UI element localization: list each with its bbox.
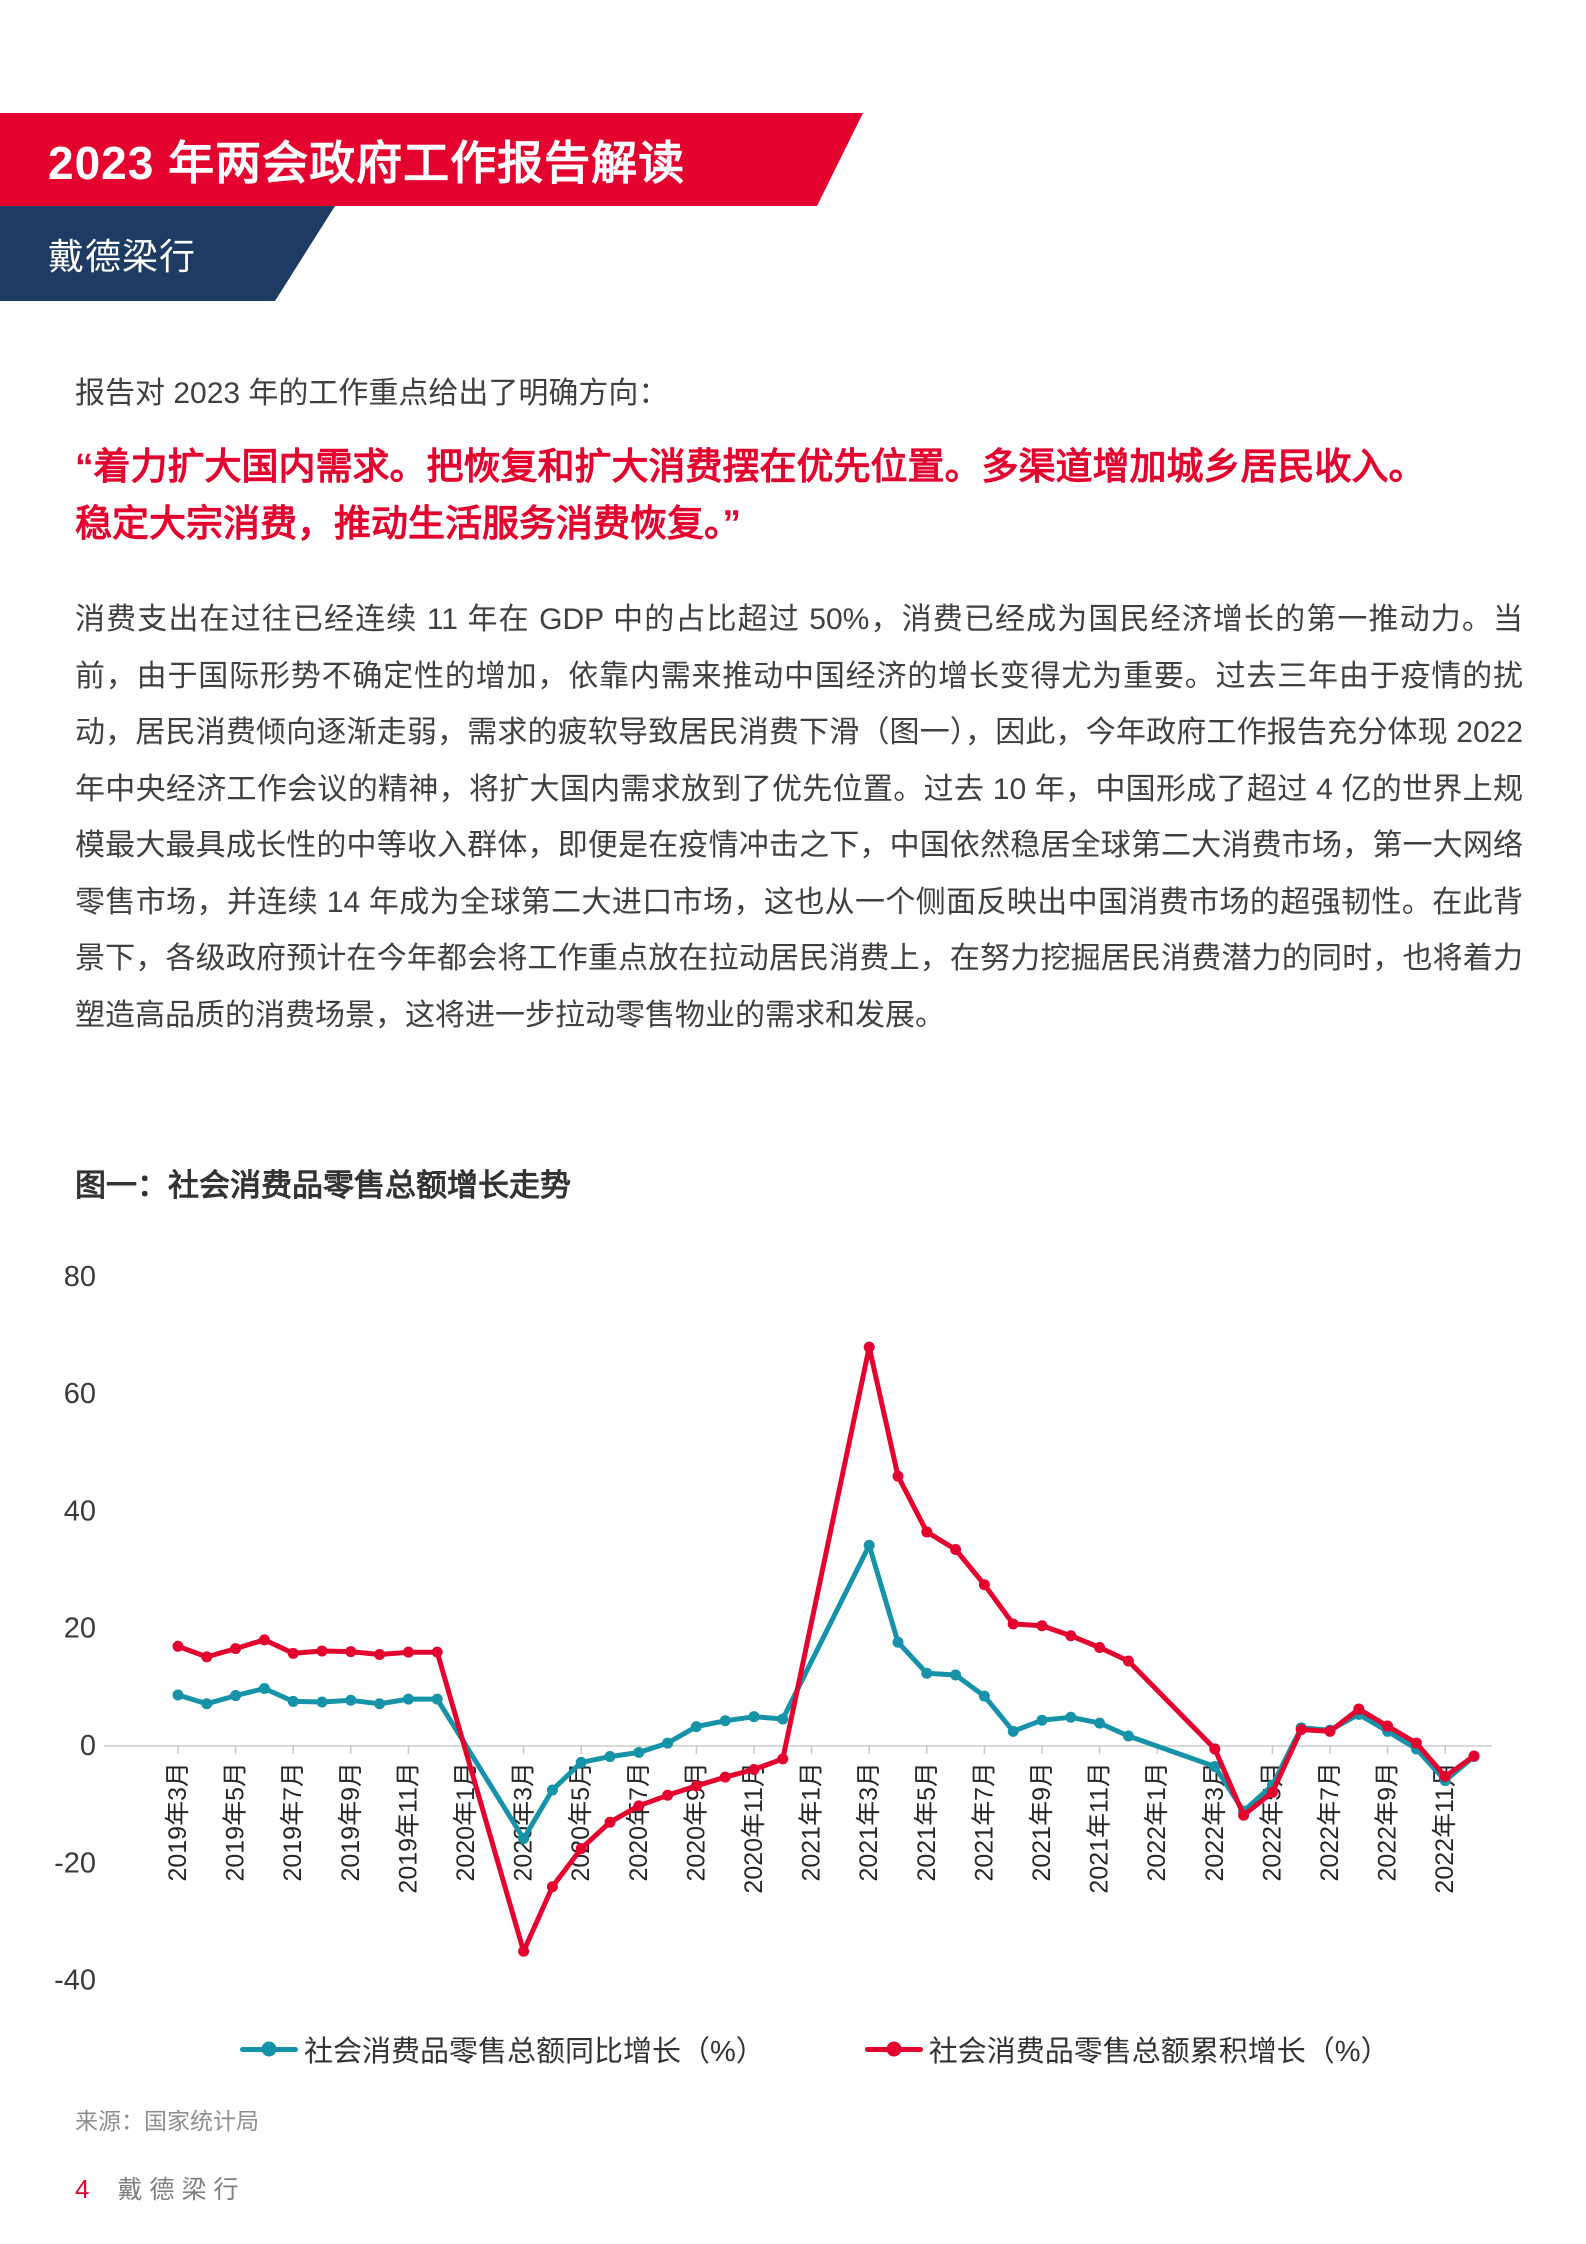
red-line-marker-icon	[864, 2041, 923, 2057]
svg-text:2020年7月: 2020年7月	[625, 1762, 653, 1882]
svg-text:20: 20	[64, 1613, 96, 1645]
page-footer: 4 戴德梁行	[75, 2170, 245, 2206]
svg-text:2021年1月: 2021年1月	[798, 1762, 826, 1882]
svg-text:2021年11月: 2021年11月	[1086, 1762, 1114, 1894]
svg-text:2019年9月: 2019年9月	[337, 1762, 365, 1882]
report-title-banner: 2023 年两会政府工作报告解读	[0, 113, 863, 206]
svg-text:2019年5月: 2019年5月	[222, 1762, 250, 1882]
legend-item: 社会消费品零售总额累积增长（%）	[864, 2028, 1390, 2070]
body-paragraph: 消费支出在过往已经连续 11 年在 GDP 中的占比超过 50%，消费已经成为国…	[75, 603, 1523, 1032]
svg-text:2019年7月: 2019年7月	[279, 1762, 307, 1882]
svg-text:2021年9月: 2021年9月	[1028, 1762, 1056, 1882]
chart-source: 来源：国家统计局	[75, 2108, 259, 2134]
svg-text:2020年9月: 2020年9月	[682, 1762, 710, 1882]
legend-label-yoy: 社会消费品零售总额同比增长（%）	[304, 2036, 765, 2068]
policy-quote: “着力扩大国内需求。把恢复和扩大消费摆在优先位置。多渠道增加城乡居民收入。 稳定…	[75, 438, 1545, 552]
legend-item: 社会消费品零售总额同比增长（%）	[240, 2028, 765, 2070]
svg-text:2019年11月: 2019年11月	[394, 1762, 422, 1894]
legend-label-cumulative: 社会消费品零售总额累积增长（%）	[928, 2036, 1390, 2068]
policy-quote-line-2: 稳定大宗消费，推动生活服务消费恢复。”	[75, 503, 741, 544]
page-number: 4	[75, 2174, 90, 2204]
svg-text:-40: -40	[54, 1965, 96, 1997]
svg-text:2020年11月: 2020年11月	[740, 1762, 768, 1894]
brand-name: 戴德梁行	[48, 235, 197, 277]
svg-text:2019年3月: 2019年3月	[164, 1762, 192, 1882]
svg-text:2022年9月: 2022年9月	[1374, 1762, 1402, 1882]
svg-text:2021年7月: 2021年7月	[970, 1762, 998, 1882]
brand-banner: 戴德梁行	[0, 206, 335, 301]
svg-text:60: 60	[64, 1378, 96, 1410]
chart-legend: 社会消费品零售总额同比增长（%） 社会消费品零售总额累积增长（%）	[240, 2028, 1390, 2070]
svg-text:2021年5月: 2021年5月	[913, 1762, 941, 1882]
svg-text:2021年3月: 2021年3月	[855, 1762, 883, 1882]
svg-text:2022年7月: 2022年7月	[1316, 1762, 1344, 1882]
policy-quote-line-1: “着力扩大国内需求。把恢复和扩大消费摆在优先位置。多渠道增加城乡居民收入。	[75, 446, 1426, 487]
figure-title: 图一：社会消费品零售总额增长走势	[75, 1168, 571, 1203]
svg-text:80: 80	[64, 1261, 96, 1293]
line-chart: 80 60 40 20 0 -20 -40 2019年3月 2019年5月 2019年7月 2019…	[54, 1261, 1492, 1997]
svg-text:2022年1月: 2022年1月	[1143, 1762, 1171, 1882]
footer-brand: 戴德梁行	[117, 2176, 246, 2204]
intro-text: 报告对 2023 年的工作重点给出了明确方向：	[75, 377, 669, 410]
svg-text:40: 40	[64, 1495, 96, 1527]
svg-text:0: 0	[80, 1730, 96, 1762]
report-title: 2023 年两会政府工作报告解读	[48, 136, 686, 189]
teal-line-marker-icon	[240, 2041, 298, 2057]
svg-text:-20: -20	[54, 1847, 96, 1879]
